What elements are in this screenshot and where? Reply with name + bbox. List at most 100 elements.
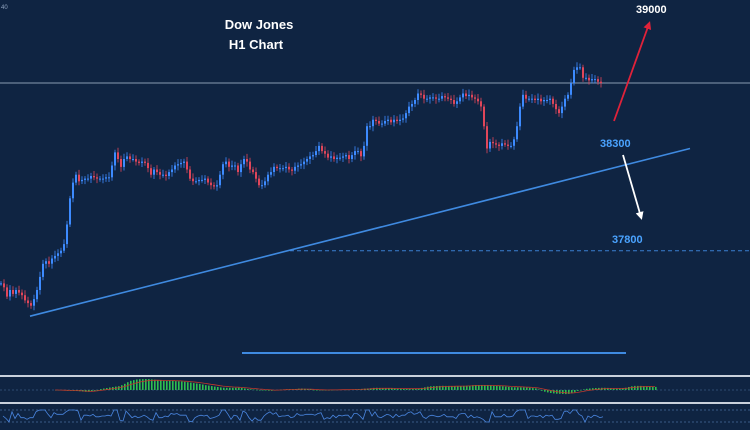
candle-body — [495, 143, 497, 145]
macd-bar — [196, 383, 198, 390]
macd-bar — [181, 381, 183, 390]
bullish-arrow — [613, 21, 652, 122]
candle-body — [24, 295, 26, 301]
macd-bar — [508, 386, 510, 390]
candle-body — [408, 106, 410, 114]
candle-body — [543, 100, 545, 102]
candle-body — [294, 166, 296, 171]
candle-body — [39, 276, 41, 290]
candle-body — [414, 100, 416, 104]
candle-body — [513, 139, 515, 146]
candle-body — [150, 168, 152, 175]
candle-body — [429, 97, 431, 99]
candle-body — [240, 164, 242, 173]
candle-body — [438, 98, 440, 100]
candle-body — [552, 98, 554, 104]
macd-bar — [442, 385, 444, 390]
candle-body — [66, 224, 68, 245]
macd-bar — [229, 387, 231, 390]
candle-body — [525, 94, 527, 99]
candle-body — [450, 98, 452, 100]
macd-bar — [145, 379, 147, 390]
candle-body — [336, 157, 338, 159]
candle-body — [360, 151, 362, 157]
candle-body — [171, 169, 173, 173]
candle-body — [435, 97, 437, 99]
macd-bar — [535, 388, 537, 390]
candle-body — [252, 169, 254, 173]
macd-bar — [622, 388, 624, 390]
level-label-38300: 38300 — [600, 138, 631, 150]
macd-bar — [493, 385, 495, 390]
macd-bar — [619, 388, 621, 390]
candle-body — [261, 185, 263, 187]
candle-body — [126, 156, 128, 159]
candle-body — [174, 165, 176, 170]
macd-bar — [616, 388, 618, 390]
candle-body — [141, 161, 143, 163]
candle-body — [57, 253, 59, 256]
candle-body — [459, 97, 461, 102]
candle-body — [237, 165, 239, 172]
candle-body — [222, 164, 224, 175]
candle-body — [111, 165, 113, 178]
macd-bar — [322, 390, 324, 391]
macd-bar — [532, 388, 534, 390]
macd-bar — [103, 388, 105, 390]
candle-body — [357, 151, 359, 153]
candle-body — [210, 182, 212, 186]
macd-bar — [583, 389, 585, 390]
macd-bar — [415, 388, 417, 390]
macd-bar — [238, 387, 240, 390]
macd-bar — [259, 390, 261, 391]
macd-bar — [511, 387, 513, 390]
candle-body — [204, 178, 206, 180]
candle-body — [243, 159, 245, 165]
candle-body — [144, 161, 146, 163]
macd-bar — [544, 390, 546, 392]
macd-bar — [472, 385, 474, 390]
candle-body — [447, 97, 449, 99]
macd-bar — [448, 385, 450, 390]
level-label-39000: 39000 — [636, 4, 667, 16]
candle-body — [522, 94, 524, 107]
candle-body — [387, 119, 389, 121]
candle-body — [216, 185, 218, 187]
macd-bar — [520, 387, 522, 390]
candle-body — [72, 182, 74, 199]
candle-body — [477, 98, 479, 102]
macd-bar — [241, 388, 243, 390]
candle-body — [339, 157, 341, 159]
candle-body — [6, 287, 8, 297]
macd-bar — [550, 390, 552, 393]
macd-bar — [577, 390, 579, 391]
candle-body — [564, 98, 566, 107]
candle-body — [288, 166, 290, 170]
candle-body — [48, 261, 50, 264]
candle-body — [465, 93, 467, 97]
candle-body — [114, 152, 116, 166]
candle-body — [561, 106, 563, 114]
candle-body — [102, 178, 104, 180]
candle-body — [381, 123, 383, 125]
macd-bar — [523, 387, 525, 390]
candle-body — [0, 283, 2, 285]
candle-body — [369, 126, 371, 128]
macd-bar — [481, 385, 483, 390]
macd-bar — [565, 390, 567, 395]
candle-body — [135, 159, 137, 162]
macd-bar — [253, 389, 255, 391]
macd-bar — [214, 386, 216, 390]
candle-body — [267, 174, 269, 182]
macd-bar — [244, 388, 246, 390]
macd-bar — [526, 387, 528, 390]
macd-bar — [316, 390, 318, 391]
candle-body — [363, 145, 365, 157]
macd-bar — [391, 388, 393, 390]
macd-bar — [268, 390, 270, 391]
candle-body — [159, 172, 161, 175]
macd-bar — [427, 386, 429, 390]
candle-body — [81, 179, 83, 182]
candle-body — [51, 258, 53, 264]
macd-bar — [451, 386, 453, 390]
